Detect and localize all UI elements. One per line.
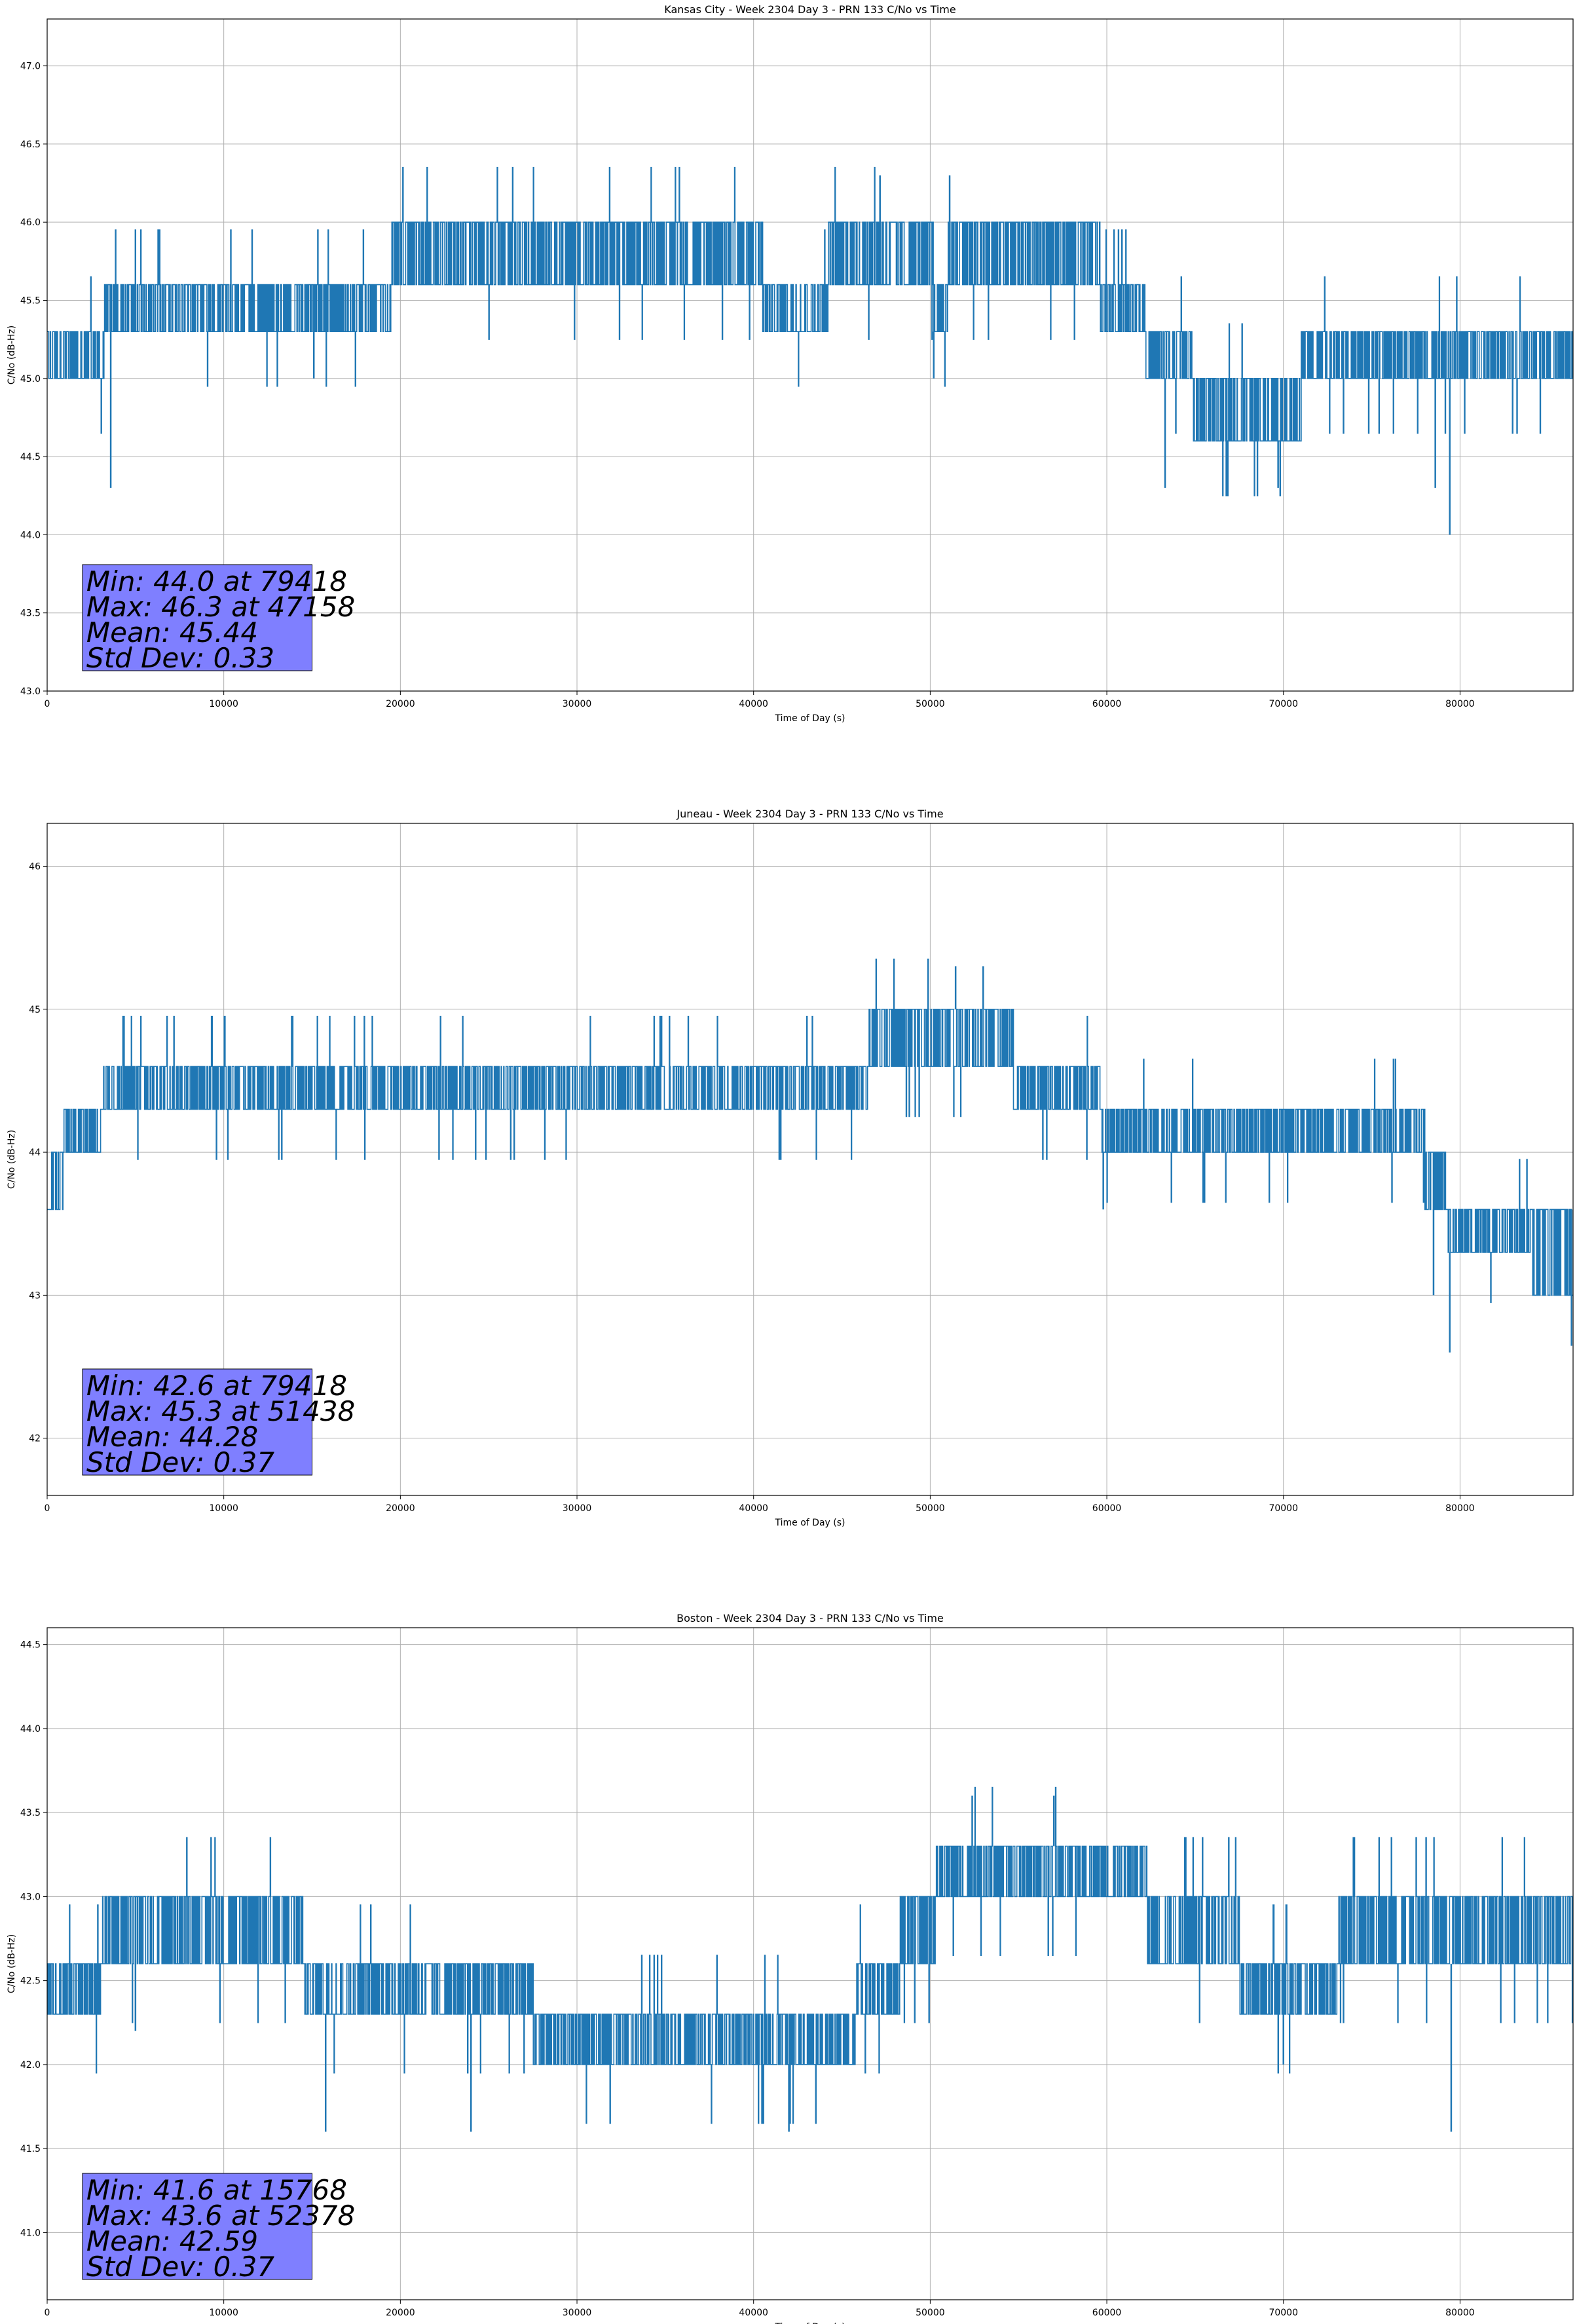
x-tick-label: 60000 — [1092, 2308, 1122, 2318]
y-tick-label: 41.0 — [20, 2228, 41, 2238]
axes-frame — [46, 1627, 1574, 2300]
axes-frame — [46, 18, 1574, 692]
x-axis-label: Time of Day (s) — [775, 713, 845, 724]
y-axis-label: C/No (dB-Hz) — [7, 326, 17, 384]
y-tick-label: 42.0 — [20, 2060, 41, 2071]
series-line — [47, 166, 1573, 497]
y-tick-label: 44.0 — [20, 530, 41, 540]
y-tick-label: 42.5 — [20, 1976, 41, 1987]
stats-line: Max: 46.3 at 47158 — [86, 591, 355, 623]
y-tick-label: 44.5 — [20, 452, 41, 462]
chart-title: Kansas City - Week 2304 Day 3 - PRN 133 … — [664, 3, 955, 16]
x-tick-label: 20000 — [386, 1503, 415, 1514]
x-tick-label: 30000 — [563, 1503, 592, 1514]
x-tick-label: 0 — [45, 2308, 50, 2318]
x-tick-label: 50000 — [916, 1503, 945, 1514]
y-tick-label: 43.0 — [20, 1892, 41, 1902]
y-tick-label: 43.0 — [20, 686, 41, 697]
x-tick-label: 50000 — [916, 699, 945, 709]
y-tick-label: 43 — [29, 1290, 41, 1301]
y-tick-label: 42 — [29, 1434, 41, 1444]
x-tick-label: 30000 — [563, 2308, 592, 2318]
x-axis-label: Time of Day (s) — [775, 1518, 845, 1528]
stats-line: Max: 45.3 at 51438 — [86, 1395, 355, 1427]
y-tick-label: 44 — [29, 1148, 41, 1158]
x-tick-label: 0 — [45, 699, 50, 709]
y-tick-label: 46 — [29, 861, 41, 872]
stats-line: Min: 42.6 at 79418 — [86, 1370, 347, 1402]
y-axis-label: C/No (dB-Hz) — [7, 1130, 17, 1189]
stats-line: Std Dev: 0.37 — [86, 2251, 274, 2283]
y-tick-label: 43.5 — [20, 1808, 41, 1818]
x-tick-label: 70000 — [1269, 2308, 1298, 2318]
y-tick-label: 45.0 — [20, 374, 41, 384]
x-tick-label: 60000 — [1092, 699, 1122, 709]
x-tick-label: 80000 — [1445, 2308, 1475, 2318]
chart-0: 0 10000 20000 30000 40000 50000 60000 70000 8000… — [7, 3, 1574, 724]
series-cno — [47, 1786, 1574, 2132]
y-tick-label: 43.5 — [20, 609, 41, 619]
axes-frame — [46, 823, 1574, 1496]
y-tick-label: 45 — [29, 1005, 41, 1015]
chart-2: 0 10000 20000 30000 40000 50000 60000 70000 8000… — [7, 1612, 1574, 2324]
x-tick-label: 30000 — [563, 699, 592, 709]
series-cno — [47, 958, 1574, 1353]
x-tick-label: 40000 — [739, 699, 768, 709]
x-tick-label: 40000 — [739, 2308, 768, 2318]
stats-line: Min: 41.6 at 15768 — [86, 2174, 347, 2206]
x-tick-label: 70000 — [1269, 699, 1298, 709]
chart-1: 0 10000 20000 30000 40000 50000 60000 70000 8000… — [7, 808, 1574, 1528]
y-tick-label: 45.5 — [20, 295, 41, 306]
y-tick-label: 44.5 — [20, 1640, 41, 1651]
x-tick-label: 80000 — [1445, 1503, 1475, 1514]
x-tick-label: 10000 — [209, 2308, 238, 2318]
x-tick-label: 10000 — [209, 1503, 238, 1514]
series-cno — [47, 166, 1573, 535]
stats-box-background — [82, 2173, 313, 2280]
x-tick-label: 70000 — [1269, 1503, 1298, 1514]
series-line — [47, 958, 1574, 1346]
stats-line: Mean: 44.28 — [86, 1421, 258, 1453]
y-axis-label: C/No (dB-Hz) — [7, 1934, 17, 1993]
x-tick-label: 50000 — [916, 2308, 945, 2318]
y-tick-label: 46.0 — [20, 217, 41, 228]
y-tick-label: 44.0 — [20, 1724, 41, 1734]
x-tick-label: 20000 — [386, 699, 415, 709]
y-tick-label: 46.5 — [20, 140, 41, 150]
stats-line: Std Dev: 0.33 — [86, 642, 274, 674]
stats-line: Mean: 42.59 — [86, 2225, 258, 2257]
y-tick-label: 47.0 — [20, 62, 41, 72]
x-tick-label: 10000 — [209, 699, 238, 709]
stats-line: Std Dev: 0.37 — [86, 1446, 274, 1478]
x-tick-label: 20000 — [386, 2308, 415, 2318]
stats-line: Min: 44.0 at 79418 — [86, 565, 347, 597]
stats-line: Max: 43.6 at 52378 — [86, 2200, 355, 2232]
y-tick-label: 41.5 — [20, 2144, 41, 2154]
chart-title: Boston - Week 2304 Day 3 - PRN 133 C/No … — [677, 1612, 944, 1624]
stats-line: Mean: 45.44 — [86, 616, 258, 648]
x-axis-label: Time of Day (s) — [775, 2322, 845, 2324]
series-line — [47, 1786, 1574, 2124]
x-tick-label: 80000 — [1445, 699, 1475, 709]
x-tick-label: 40000 — [739, 1503, 768, 1514]
stats-box-background — [82, 1368, 313, 1476]
stats-box-background — [82, 564, 313, 671]
chart-title: Juneau - Week 2304 Day 3 - PRN 133 C/No … — [676, 808, 943, 820]
x-tick-label: 0 — [45, 1503, 50, 1514]
x-tick-label: 60000 — [1092, 1503, 1122, 1514]
